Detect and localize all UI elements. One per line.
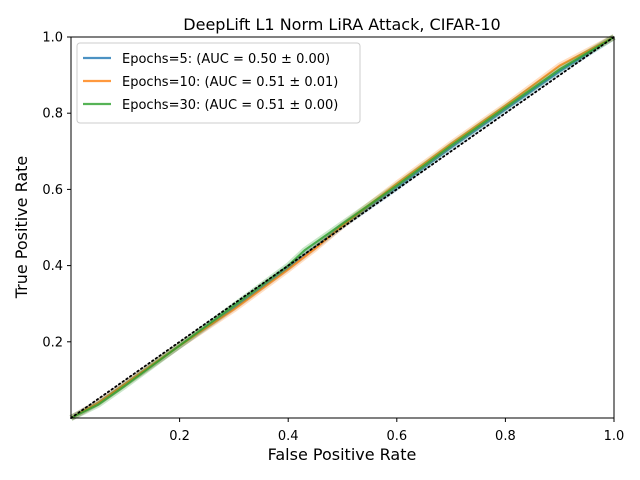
diagonal-layer	[70, 36, 615, 419]
chance-diagonal-line	[70, 36, 615, 419]
legend-items: Epochs=5: (AUC = 0.50 ± 0.00) Epochs=10: …	[83, 52, 338, 113]
y-ticks: 0.2 0.4 0.6 0.8 1.0	[42, 31, 71, 350]
chart-title: DeepLift L1 Norm LiRA Attack, CIFAR-10	[183, 15, 500, 34]
x-tick-label: 0.8	[495, 429, 516, 444]
plot-frame	[70, 36, 615, 419]
y-tick-label: 0.8	[42, 107, 63, 122]
series-line-3	[70, 36, 615, 419]
y-tick-label: 0.4	[42, 259, 63, 274]
legend-label-1: Epochs=5: (AUC = 0.50 ± 0.00)	[122, 52, 330, 67]
x-tick-label: 0.4	[278, 429, 299, 444]
y-tick-label: 1.0	[42, 31, 63, 46]
legend-label-3: Epochs=30: (AUC = 0.51 ± 0.00)	[122, 98, 338, 113]
y-axis-title: True Positive Rate	[12, 156, 31, 300]
x-tick-label: 1.0	[604, 429, 625, 444]
legend-box	[76, 42, 361, 124]
x-tick-label: 0.6	[386, 429, 407, 444]
x-ticks: 0.2 0.4 0.6 0.8 1.0	[169, 418, 624, 444]
y-tick-label: 0.6	[42, 183, 63, 198]
y-tick-label: 0.2	[42, 335, 63, 350]
legend-label-2: Epochs=10: (AUC = 0.51 ± 0.01)	[122, 75, 338, 90]
series-line-2	[70, 36, 615, 419]
x-axis-title: False Positive Rate	[268, 445, 417, 464]
legend: Epochs=5: (AUC = 0.50 ± 0.00) Epochs=10: …	[76, 42, 361, 124]
x-tick-label: 0.2	[169, 429, 190, 444]
